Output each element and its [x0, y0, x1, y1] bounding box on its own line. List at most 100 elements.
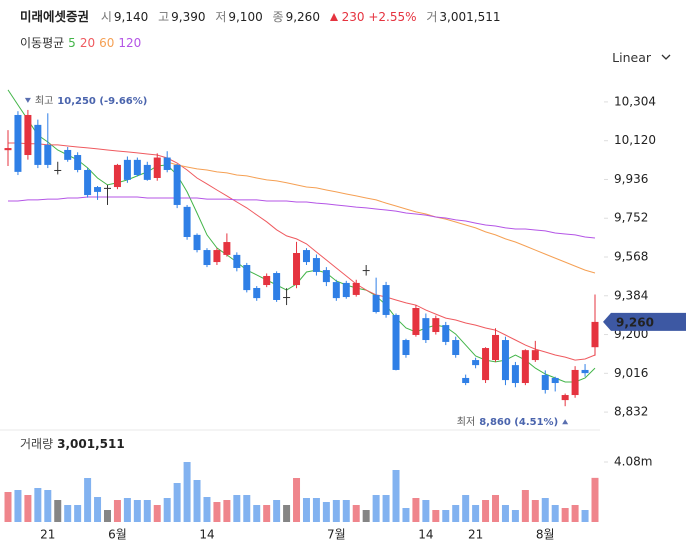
- candle-body: [24, 114, 32, 156]
- candle-body: [372, 294, 380, 313]
- candle-body: [531, 350, 539, 361]
- x-tick-label: 7월: [327, 528, 346, 542]
- y-tick-label: 8,832: [614, 405, 648, 419]
- candle-body: [561, 395, 569, 401]
- volume-bar: [561, 508, 569, 522]
- volume-bar: [422, 500, 430, 522]
- ma-legend: 이동평균 5 20 60 120: [20, 34, 141, 51]
- candle-body: [511, 365, 519, 384]
- volume-bar: [113, 500, 121, 522]
- volume-bar: [163, 498, 171, 522]
- volume-bar: [571, 505, 579, 522]
- x-tick-label: 6월: [108, 528, 127, 542]
- volume-title-value: 3,001,511: [57, 437, 125, 451]
- volume-bar: [213, 502, 221, 522]
- ma-line: [7, 89, 596, 383]
- legend-title: 이동평균: [20, 36, 65, 50]
- candle-body: [332, 282, 340, 299]
- volume-bar: [591, 477, 599, 522]
- volume-bar: [432, 510, 440, 522]
- ma-line: [8, 142, 596, 361]
- candle-body: [233, 254, 241, 268]
- candle-body: [472, 360, 480, 366]
- volume-bar: [362, 510, 370, 522]
- volume-bar: [263, 505, 271, 522]
- high-label: 고: [158, 10, 170, 24]
- y-tick-label: 9,752: [614, 211, 648, 225]
- volume-bar: [84, 478, 92, 522]
- volume-bar: [511, 510, 519, 522]
- y-tick-label: 10,304: [614, 94, 656, 108]
- candle-body: [193, 234, 201, 251]
- volume-bar: [452, 505, 460, 522]
- volume-bar: [283, 505, 291, 522]
- min-annotation: 최저 8,860 (4.51%): [457, 416, 558, 428]
- scale-button[interactable]: Linear: [612, 50, 671, 65]
- open-label: 시: [100, 10, 112, 24]
- candle-body: [342, 282, 350, 298]
- candle-body: [362, 270, 370, 272]
- legend-entry: 20: [79, 36, 96, 50]
- candle-body: [501, 340, 509, 381]
- volume-bar: [352, 505, 360, 522]
- candle-body: [74, 155, 82, 170]
- y-tick-label: 10,120: [614, 133, 656, 147]
- scale-label[interactable]: Linear: [612, 50, 652, 65]
- volume-bar: [293, 478, 301, 522]
- volume-bar: [402, 508, 410, 522]
- volume-bar: [24, 495, 32, 522]
- candle-body: [143, 164, 151, 180]
- candle-body: [253, 287, 261, 299]
- candle-body: [322, 270, 330, 283]
- volume-bar: [462, 495, 470, 522]
- volume-bar: [581, 510, 589, 522]
- low-value: 9,100: [228, 10, 263, 24]
- low-label: 저: [215, 10, 227, 24]
- up-triangle: [329, 13, 338, 21]
- price-header: 미래에셋증권 시 9,140 고 9,390 저 9,100 종 9,260 230 +…: [20, 6, 506, 25]
- candle-body: [153, 157, 161, 178]
- volume-bar: [382, 495, 390, 522]
- volume-bar: [143, 500, 151, 522]
- candle-body: [34, 124, 42, 165]
- candle-body: [263, 275, 271, 286]
- y-tick-label: 9,568: [614, 250, 648, 264]
- volume-bar: [183, 462, 191, 522]
- volume-bar: [531, 500, 539, 522]
- volume-bar: [94, 497, 102, 522]
- volume-bar: [123, 498, 131, 522]
- candle-body: [103, 187, 111, 189]
- volume-value: 3,001,511: [439, 10, 501, 24]
- volume-bar: [193, 480, 201, 522]
- candle-body: [591, 321, 599, 348]
- volume-bar: [312, 498, 320, 522]
- candle-body: [203, 250, 211, 266]
- candle-body: [64, 149, 72, 160]
- candle-body: [302, 250, 310, 263]
- candle-body: [442, 325, 450, 342]
- candle-body: [123, 159, 131, 180]
- chevron: [661, 54, 671, 60]
- max-marker: [24, 97, 31, 103]
- close-value: 9,260: [285, 10, 320, 24]
- close-label: 종: [272, 10, 284, 24]
- y-tick-label: 9,016: [614, 366, 648, 380]
- volume-bar: [302, 498, 310, 522]
- price-tag: [603, 312, 686, 331]
- volume-bar: [492, 495, 500, 522]
- volume-bar: [34, 488, 42, 522]
- volume-bar: [442, 510, 450, 522]
- candle-body: [392, 314, 400, 370]
- candle-body: [432, 318, 440, 333]
- volume-bar: [501, 505, 509, 522]
- candle-body: [422, 318, 430, 341]
- volume-bar: [482, 500, 490, 522]
- volume-label: 거: [426, 10, 438, 24]
- candle-body: [412, 308, 420, 335]
- volume-bar: [521, 490, 529, 522]
- candle-body: [521, 350, 529, 384]
- candle-body: [352, 282, 360, 295]
- candle-body: [44, 144, 52, 165]
